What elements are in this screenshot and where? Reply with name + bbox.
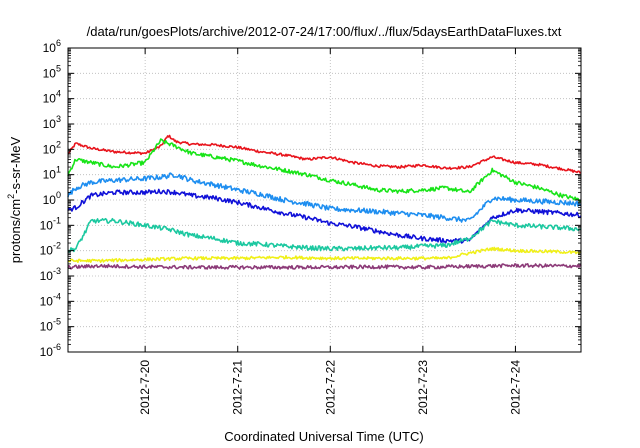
series-line-6: [67, 246, 582, 264]
y-axis-ticks: 10-6 10-5 10-4 10-3 10-2 10-1 100 101 102 103 104 1…: [40, 38, 581, 359]
y-tick-label: 100: [43, 190, 61, 207]
y-axis-label-suffix: -s-sr-MeV: [8, 136, 23, 193]
x-tick-label: 2012-7-21: [231, 360, 245, 415]
y-tick-label: 103: [43, 114, 61, 131]
y-tick-label: 101: [43, 165, 61, 182]
x-axis-ticks: 2012-7-20 2012-7-21 2012-7-22 2012-7-23 2012…: [138, 48, 522, 415]
y-axis-label-prefix: protons/cm: [8, 199, 23, 263]
series-line-7: [67, 262, 582, 270]
series-layer: [67, 134, 582, 270]
y-tick-label: 10-6: [40, 342, 61, 359]
series-line-3: [67, 172, 582, 223]
y-tick-label: 10-1: [40, 215, 61, 232]
x-axis-label: Coordinated Universal Time (UTC): [224, 429, 423, 444]
y-tick-label: 10-5: [40, 317, 61, 334]
y-tick-label: 102: [43, 139, 61, 156]
x-tick-label: 2012-7-24: [508, 360, 522, 415]
y-axis-label: protons/cm2-s-sr-MeV: [6, 136, 23, 263]
y-tick-label: 10-2: [40, 241, 61, 258]
x-tick-label: 2012-7-23: [416, 360, 430, 415]
x-tick-label: 2012-7-22: [323, 360, 337, 415]
y-tick-label: 10-4: [40, 291, 61, 308]
y-tick-label: 106: [43, 38, 61, 55]
y-tick-label: 10-3: [40, 266, 61, 283]
chart-title: /data/run/goesPlots/archive/2012-07-24/1…: [87, 24, 562, 39]
y-axis-label-superscript: 2: [6, 194, 16, 199]
y-tick-label: 105: [43, 63, 61, 80]
series-line-5: [67, 217, 582, 253]
y-tick-label: 104: [43, 89, 61, 106]
x-tick-label: 2012-7-20: [138, 360, 152, 415]
series-line-2: [67, 138, 582, 203]
series-line-4: [67, 188, 582, 244]
series-line-1: [67, 134, 582, 174]
